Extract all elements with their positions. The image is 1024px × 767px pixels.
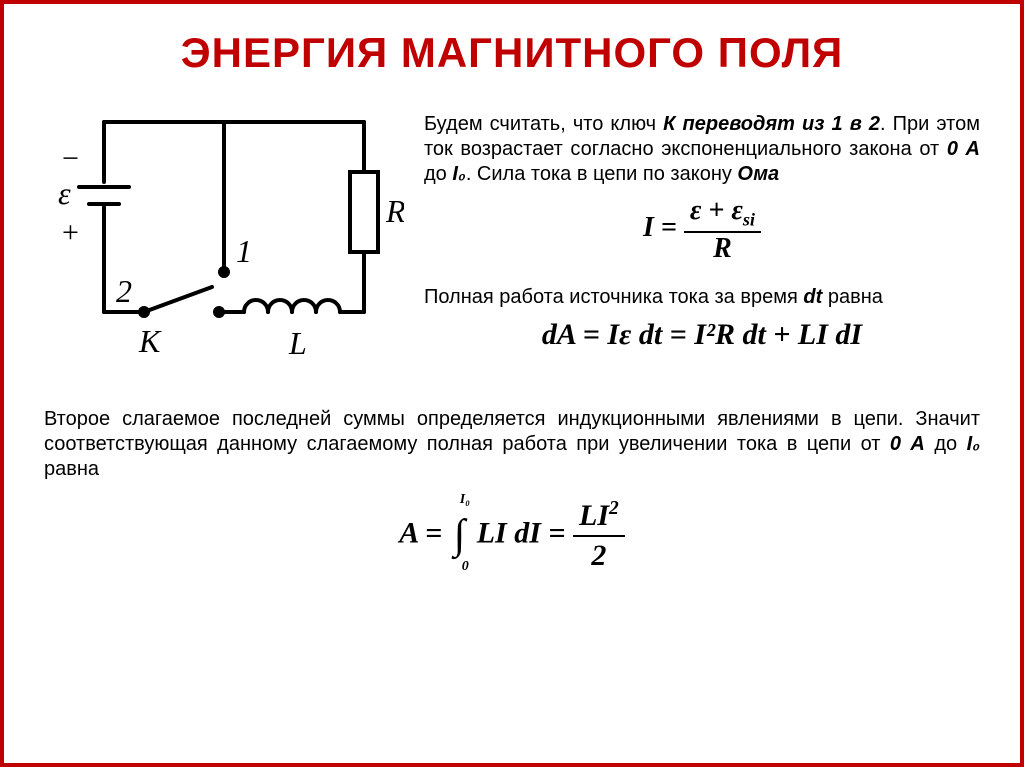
pos1-label: 1 (236, 233, 252, 269)
switch-label: K (138, 323, 162, 359)
pos2-label: 2 (116, 273, 132, 309)
f3-num-a: LI (579, 499, 609, 532)
p1-t3: до (424, 163, 452, 185)
f1-num-plus: + (701, 195, 731, 226)
f3-den: 2 (573, 537, 625, 575)
p1-t4: . Сила тока в цепи по закону (466, 163, 738, 185)
p2-t1: Полная работа источника тока за время (424, 286, 803, 308)
p1-i0: I₀ (452, 163, 465, 185)
p1-zero: 0 А (947, 138, 980, 160)
f3-num-exp: 2 (609, 498, 619, 519)
emf-plus: + (62, 216, 79, 249)
f1-num-a: ε (690, 195, 701, 226)
right-column: Будем считать, что ключ К переводят из 1… (404, 92, 980, 387)
f1-den: R (684, 233, 761, 265)
p2-dt: dt (803, 286, 822, 308)
formula-1: I = ε + εsiR (424, 195, 980, 265)
f1-eq: = (654, 212, 684, 243)
circuit-svg: ε − + 1 2 K L R (44, 92, 404, 382)
p2-t2: равна (822, 286, 883, 308)
f3-eq1: = (418, 516, 450, 549)
inductor-label: L (288, 325, 307, 361)
p3-t2: до (925, 433, 967, 455)
paragraph-1: Будем считать, что ключ К переводят из 1… (424, 112, 980, 187)
f3-lhs: A (399, 516, 417, 549)
f3-integrand: LI dI (477, 516, 541, 549)
p3-i0: I₀ (967, 433, 980, 455)
circuit-diagram: ε − + 1 2 K L R (44, 92, 404, 387)
p1-k: К переводят из 1 в 2 (663, 113, 880, 135)
f3-int-hi: I₀ (460, 491, 470, 509)
f1-num-bsub: si (743, 210, 755, 230)
formula-3: A = I₀∫0 LI dI = LI22 (44, 497, 980, 574)
page-title: ЭНЕРГИЯ МАГНИТНОГО ПОЛЯ (4, 29, 1020, 77)
p3-t1: Второе слагаемое последней суммы определ… (44, 408, 980, 455)
emf-label: ε (58, 175, 71, 211)
paragraph-3: Второе слагаемое последней суммы определ… (44, 407, 980, 482)
f1-lhs: I (643, 212, 654, 243)
content-row: ε − + 1 2 K L R Будем считать, что ключ … (4, 92, 1020, 387)
p3-t3: равна (44, 458, 99, 480)
lower-text: Второе слагаемое последней суммы определ… (4, 407, 1020, 574)
paragraph-2: Полная работа источника тока за время dt… (424, 285, 980, 310)
f3-int-lo: 0 (462, 558, 469, 576)
f1-num-b: ε (731, 195, 742, 226)
emf-minus: − (62, 142, 79, 175)
f3-eq2: = (541, 516, 573, 549)
p1-ohm: Ома (737, 163, 779, 185)
p3-zero: 0 A (890, 433, 925, 455)
formula-2: dA = Iε dt = I²R dt + LI dI (424, 318, 980, 352)
p1-t1: Будем считать, что ключ (424, 113, 663, 135)
resistor-label: R (385, 193, 404, 229)
